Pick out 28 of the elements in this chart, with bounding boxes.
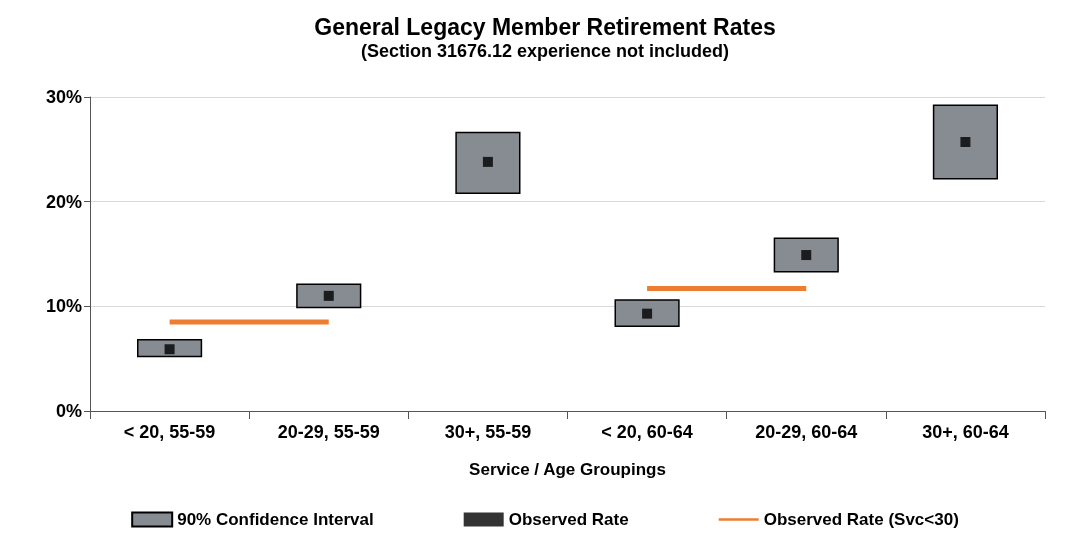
point [960,137,971,148]
bar [296,283,362,309]
chart-title: General Legacy Member Retirement Rates [314,13,776,40]
x-tick-label: 20-29, 55-59 [277,422,380,442]
y-tick-label: 20% [45,191,82,212]
bar [932,104,998,180]
x-tick-label: 20-29, 60-64 [755,422,858,442]
x-tick-label: 30+, 60-64 [922,422,1009,442]
x-tick-label: < 20, 60-64 [601,422,693,442]
point [642,308,653,319]
point [323,290,334,301]
bar [614,299,680,327]
x-tick-label: 30+, 55-59 [444,422,532,442]
y-tick-label: 0% [55,401,82,421]
legend-label: Observed Rate [508,510,629,529]
point [482,156,493,167]
x-axis-title: Service / Age Groupings [469,460,666,479]
bar [773,237,839,273]
y-tick-label: 30% [45,87,82,107]
bar [137,339,203,358]
point [164,344,175,355]
y-tick-label: 10% [45,296,82,317]
x-tick-label: < 20, 55-59 [123,422,216,442]
point [801,250,812,261]
legend-label: Observed Rate (Svc<30) [763,510,959,529]
chart-subtitle: (Section 31676.12 experience not included) [360,41,730,61]
legend-label: 90% Confidence Interval [177,510,374,529]
bar [455,131,521,195]
